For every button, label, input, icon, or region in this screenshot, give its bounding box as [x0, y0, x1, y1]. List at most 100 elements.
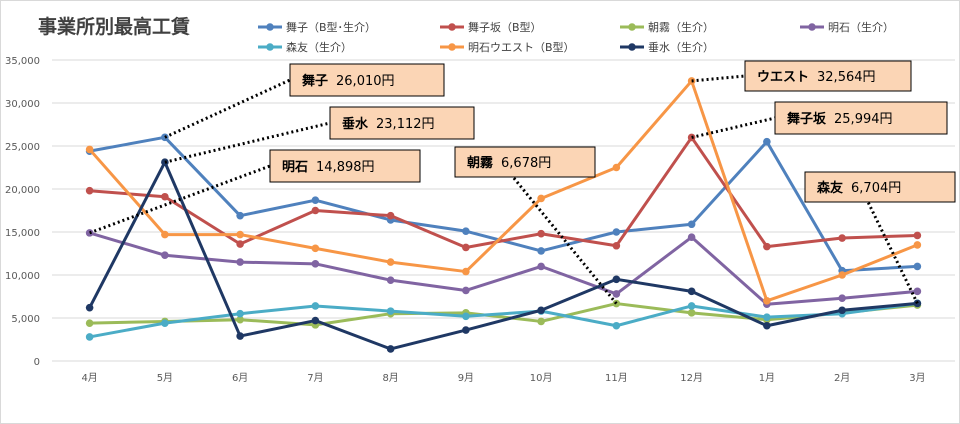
x-tick-label: 7月 — [307, 372, 323, 384]
data-point — [236, 230, 244, 239]
legend-label: 朝霧（生介） — [648, 20, 714, 34]
data-point — [612, 321, 621, 330]
data-point — [763, 297, 771, 305]
data-point — [612, 290, 621, 298]
callout-box — [289, 63, 445, 97]
y-tick-label: 5,000 — [11, 314, 40, 325]
data-point — [311, 260, 320, 268]
data-point — [311, 302, 320, 310]
data-point — [161, 192, 169, 201]
data-point — [913, 299, 922, 308]
legend-label: 森友（生介） — [286, 40, 352, 54]
legend-marker — [266, 23, 274, 31]
legend-label: 明石（生介） — [828, 20, 894, 34]
legend-label: 舞子坂（B型） — [468, 20, 542, 34]
data-point — [161, 319, 169, 327]
data-point — [462, 227, 470, 235]
data-point — [687, 302, 696, 310]
data-point — [386, 276, 395, 284]
callout-label: 舞子 26,010円 — [301, 73, 395, 89]
x-tick-label: 4月 — [81, 372, 97, 384]
legend-label: 明石ウエスト（B型） — [468, 40, 575, 54]
data-point — [311, 206, 320, 215]
x-tick-label: 12月 — [680, 372, 703, 384]
callout-leader — [866, 201, 919, 305]
legend-label: 舞子（B型･生介） — [286, 20, 376, 34]
data-point — [687, 309, 696, 317]
legend-marker — [808, 23, 816, 31]
series-line — [88, 79, 918, 303]
data-point — [386, 345, 395, 353]
callout-label: 森友 6,704円 — [817, 180, 901, 196]
callout-box — [744, 60, 912, 92]
data-point — [537, 194, 545, 203]
y-tick-label: 10,000 — [5, 271, 40, 282]
x-tick-label: 9月 — [458, 372, 474, 384]
data-point — [913, 262, 922, 271]
data-point — [763, 242, 771, 251]
data-point — [687, 233, 696, 241]
callout-leader — [691, 74, 746, 83]
callout-box — [454, 146, 596, 178]
y-tick-label: 0 — [34, 357, 40, 368]
callout-leader — [89, 164, 271, 235]
data-point — [838, 234, 846, 242]
callout-label: 舞子坂 25,994円 — [786, 111, 893, 127]
data-point — [236, 309, 244, 318]
data-point — [311, 244, 320, 253]
data-point — [913, 241, 922, 249]
data-point — [537, 229, 545, 238]
data-point — [386, 211, 395, 220]
data-point — [687, 220, 696, 229]
x-tick-label: 3月 — [909, 372, 925, 384]
data-point — [913, 287, 922, 296]
data-point — [386, 258, 395, 266]
data-point — [537, 317, 545, 326]
data-point — [236, 332, 244, 340]
series-line — [88, 160, 918, 351]
data-point — [85, 303, 94, 312]
data-point — [462, 326, 470, 334]
data-point — [612, 275, 621, 284]
data-point — [763, 313, 771, 321]
callout-leader — [691, 116, 776, 139]
data-point — [236, 315, 244, 324]
legend-marker — [266, 43, 274, 51]
data-point — [386, 307, 395, 315]
data-point — [236, 258, 244, 266]
data-point — [161, 251, 169, 260]
callout-label: 朝霧 6,678円 — [467, 155, 551, 171]
data-point — [85, 333, 94, 341]
data-point — [236, 211, 244, 220]
data-point — [913, 231, 922, 240]
series-line — [89, 302, 918, 327]
data-point — [838, 271, 846, 279]
data-point — [612, 228, 621, 236]
x-tick-label: 8月 — [382, 372, 398, 384]
y-tick-label: 35,000 — [5, 56, 40, 67]
data-point — [838, 306, 846, 315]
data-point — [85, 319, 94, 327]
x-tick-label: 1月 — [759, 372, 775, 384]
data-point — [85, 145, 94, 154]
callout-box — [774, 101, 948, 135]
data-point — [537, 306, 545, 315]
data-point — [85, 186, 94, 195]
y-tick-label: 15,000 — [5, 228, 40, 239]
y-tick-label: 20,000 — [5, 185, 40, 196]
data-point — [311, 316, 320, 325]
series-line — [89, 135, 918, 249]
x-tick-label: 5月 — [157, 372, 173, 384]
callout-box — [329, 106, 475, 140]
data-point — [687, 287, 696, 296]
data-point — [462, 312, 470, 321]
x-tick-label: 2月 — [834, 372, 850, 384]
callout-leader — [164, 121, 331, 164]
data-point — [462, 267, 470, 276]
data-point — [537, 247, 545, 255]
series-line — [89, 301, 918, 339]
x-tick-label: 11月 — [605, 372, 628, 384]
data-point — [763, 137, 771, 146]
callout-box — [269, 149, 421, 183]
